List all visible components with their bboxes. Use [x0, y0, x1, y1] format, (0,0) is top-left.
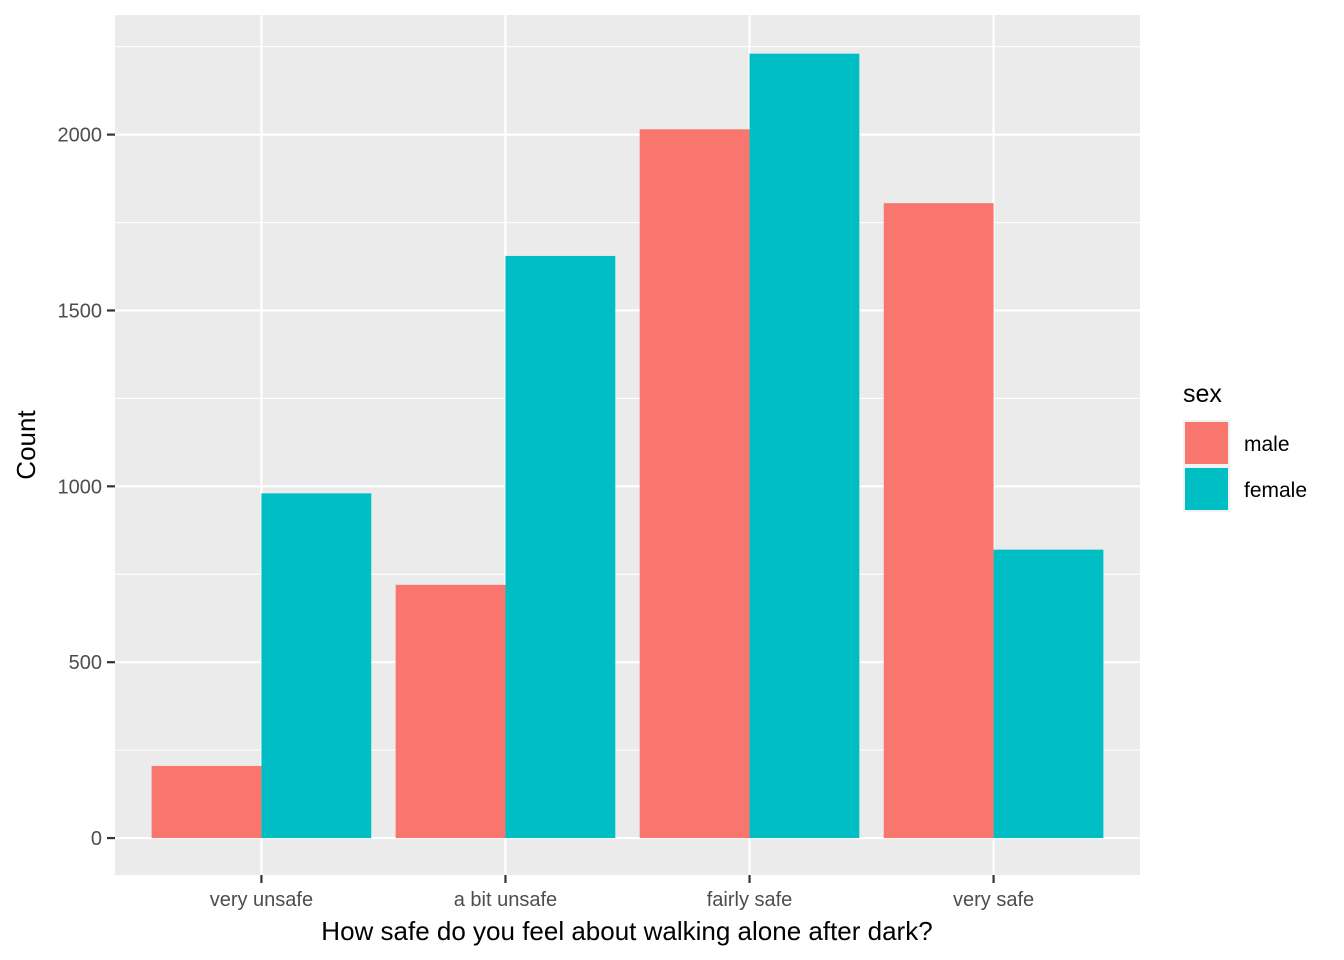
y-tick-label: 1500	[58, 300, 103, 322]
x-tick-label: a bit unsafe	[454, 889, 557, 911]
y-tick-label: 2000	[58, 125, 103, 147]
legend-label-female: female	[1244, 479, 1307, 502]
x-axis: very unsafe a bit unsafe fairly safe very s…	[210, 875, 1034, 911]
legend: sex male female	[1183, 380, 1307, 512]
bar-female-a-bit-unsafe	[505, 255, 616, 839]
bar-male-fairly-safe	[639, 129, 750, 839]
y-tick-label: 500	[69, 652, 102, 674]
bar-male-very-unsafe	[151, 765, 262, 839]
y-tick-label: 1000	[58, 476, 103, 498]
x-axis-title: How safe do you feel about walking alone…	[321, 916, 932, 946]
x-tick-label: very unsafe	[210, 889, 313, 911]
legend-key-female	[1185, 468, 1228, 510]
bars	[151, 53, 1104, 839]
y-axis: 0 500 1000 1500 2000	[58, 125, 115, 850]
bar-male-very-safe	[883, 203, 994, 839]
y-axis-title: Count	[11, 410, 41, 480]
bar-female-very-safe	[993, 549, 1104, 839]
bar-female-very-unsafe	[261, 493, 372, 839]
legend-key-male	[1185, 422, 1228, 464]
bar-female-fairly-safe	[749, 53, 860, 839]
legend-title: sex	[1183, 380, 1222, 408]
y-tick-label: 0	[91, 828, 102, 850]
bar-male-a-bit-unsafe	[395, 584, 506, 839]
x-tick-label: very safe	[953, 889, 1034, 911]
legend-label-male: male	[1244, 433, 1290, 456]
x-tick-label: fairly safe	[707, 889, 793, 911]
